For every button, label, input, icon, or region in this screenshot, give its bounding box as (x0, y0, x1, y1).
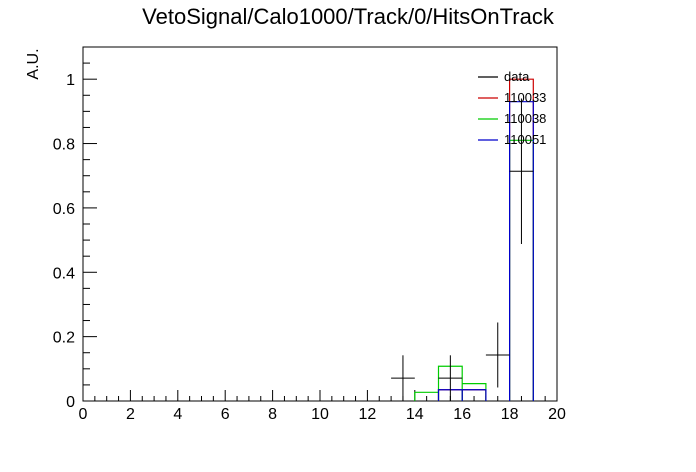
legend-item-110033: 110033 (478, 90, 546, 105)
data-point (438, 355, 463, 401)
series-data (391, 98, 534, 401)
y-tick-label: 0.4 (53, 265, 75, 282)
x-tick-label: 20 (548, 406, 566, 423)
x-tick-label: 0 (79, 406, 88, 423)
y-tick-label: 0.8 (53, 137, 75, 154)
x-tick-label: 8 (268, 406, 277, 423)
chart-title: VetoSignal/Calo1000/Track/0/HitsOnTrack (142, 4, 554, 29)
tick-labels: 0 2 4 6 8 10 12 14 16 18 20 0 0.2 0.4 0.6 0.8 1 (53, 72, 566, 423)
series-110038 (414, 139, 534, 401)
histogram-step-110033 (437, 78, 534, 401)
x-tick-label: 6 (221, 406, 230, 423)
legend-label: 110033 (504, 90, 546, 105)
y-tick-label: 0.2 (53, 330, 75, 347)
legend-label: data (504, 69, 530, 84)
series-layer (391, 78, 534, 401)
series-110033 (437, 78, 534, 401)
y-tick-label: 0 (66, 394, 75, 411)
y-tick-label: 1 (66, 72, 75, 89)
x-tick-label: 18 (501, 406, 519, 423)
x-tick-label: 14 (406, 406, 424, 423)
legend-item-110038: 110038 (478, 111, 546, 126)
y-axis-label: A.U. (25, 48, 42, 79)
plot-frame (82, 46, 558, 402)
x-tick-label: 12 (359, 406, 377, 423)
axis-ticks (82, 46, 558, 402)
legend-label: 110051 (504, 132, 546, 147)
plot-frame-rect (82, 46, 558, 402)
x-tick-label: 4 (173, 406, 182, 423)
histogram-step-110038 (414, 139, 534, 401)
data-point (391, 355, 415, 401)
legend-label: 110038 (504, 111, 546, 126)
data-point (509, 98, 534, 244)
legend-item-data: data (478, 69, 530, 84)
legend-item-110051: 110051 (478, 132, 546, 147)
x-tick-label: 10 (311, 406, 329, 423)
legend: data 110033 110038 110051 (478, 69, 546, 147)
y-tick-label: 0.6 (53, 201, 75, 218)
data-point (485, 322, 510, 388)
x-tick-label: 2 (126, 406, 135, 423)
x-tick-label: 16 (453, 406, 471, 423)
